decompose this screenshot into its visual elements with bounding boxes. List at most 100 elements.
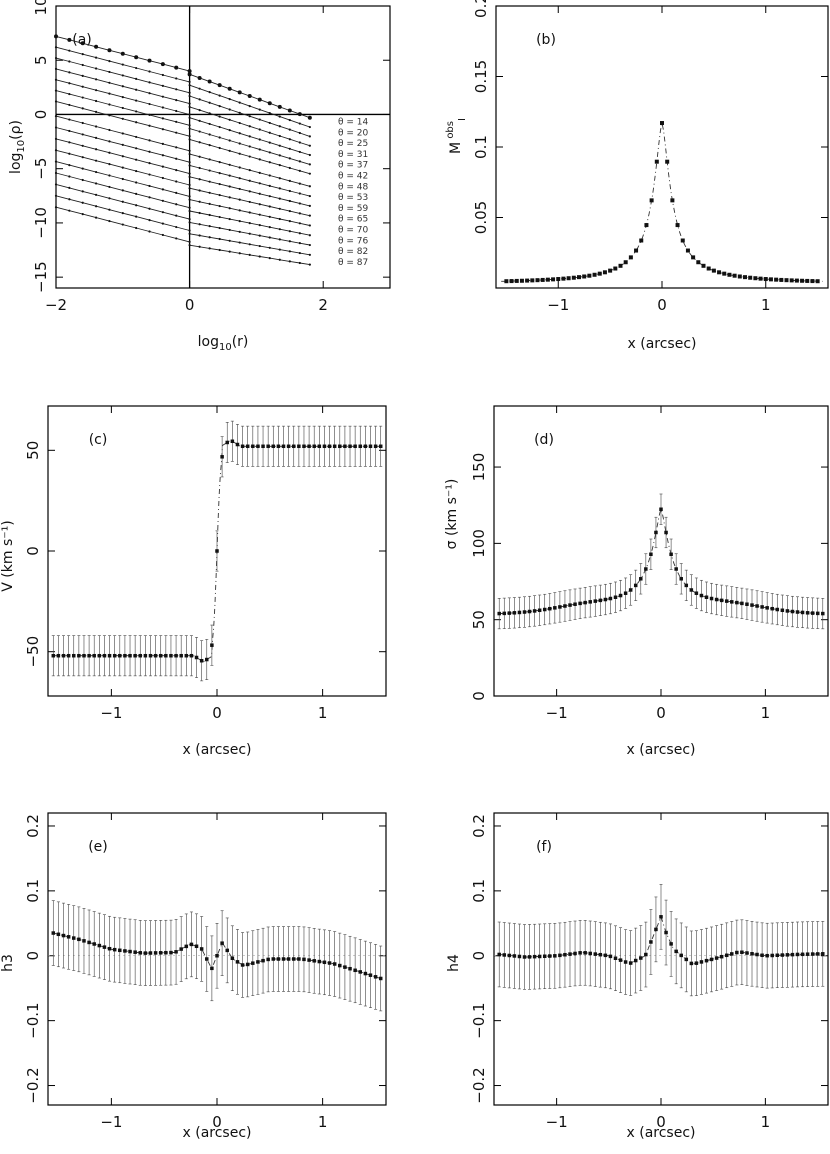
data-point (56, 932, 61, 937)
density-point (218, 226, 221, 230)
density-point (188, 244, 191, 247)
data-point (230, 956, 235, 960)
legend-theta: θ = 20 (338, 128, 368, 138)
data-point (674, 949, 678, 954)
data-point (779, 277, 784, 282)
density-point (108, 92, 111, 95)
data-point (740, 601, 744, 606)
data-point (740, 950, 744, 955)
data-point (514, 278, 519, 283)
density-point (227, 86, 232, 91)
data-point (194, 944, 199, 949)
x-tick-label: −1 (100, 704, 122, 722)
density-point (188, 209, 191, 213)
density-point (188, 91, 191, 94)
data-point (714, 956, 719, 960)
data-point (684, 583, 689, 588)
model-curve (499, 507, 823, 615)
data-point (327, 444, 332, 449)
data-point (730, 952, 734, 956)
data-point (199, 658, 204, 663)
density-point (268, 215, 271, 218)
density-point (237, 90, 242, 95)
density-point (308, 253, 311, 256)
data-point (215, 549, 219, 553)
density-point (298, 122, 301, 125)
density-point (228, 129, 231, 132)
data-point (502, 953, 507, 957)
data-point (719, 954, 724, 959)
density-point (94, 67, 98, 70)
density-point (218, 182, 221, 186)
density-point (258, 244, 261, 248)
data-point (714, 597, 719, 602)
data-point (780, 608, 785, 613)
data-point (794, 278, 799, 283)
density-point (148, 230, 151, 233)
y-tick-label: 0 (32, 110, 50, 120)
data-point (297, 957, 301, 961)
density-point (238, 121, 241, 125)
density-point (208, 101, 211, 104)
legend-theta: θ = 14 (338, 117, 368, 127)
data-point (790, 952, 795, 957)
density-point (175, 88, 178, 91)
density-point (258, 234, 261, 237)
density-point (121, 85, 124, 88)
density-point (94, 159, 98, 162)
density-point (218, 193, 221, 197)
data-point (56, 653, 61, 658)
density-point (188, 198, 191, 201)
y-tick-label: −5 (32, 158, 50, 180)
data-point (322, 960, 327, 965)
data-point (61, 653, 66, 658)
density-point (268, 111, 271, 115)
data-point (102, 653, 107, 658)
density-point (68, 92, 71, 96)
x-tick-label: 0 (212, 1113, 222, 1131)
data-point (699, 960, 704, 964)
density-point (208, 213, 211, 217)
density-point (108, 163, 111, 166)
y-tick-label: 0.1 (24, 879, 42, 903)
data-point (593, 952, 598, 956)
data-point (266, 957, 270, 962)
density-point (238, 241, 241, 244)
density-point (308, 214, 311, 217)
legend-theta: θ = 87 (338, 258, 368, 268)
density-point (188, 105, 191, 108)
density-point (68, 175, 71, 178)
y-tick-label: −0.2 (470, 1067, 488, 1103)
data-point (497, 952, 501, 957)
density-point (94, 148, 98, 151)
density-point (298, 261, 301, 265)
density-point (238, 101, 241, 104)
density-point (135, 204, 138, 207)
y-tick-label: 0.1 (472, 135, 490, 159)
data-point (566, 276, 571, 281)
density-point (258, 224, 261, 227)
panel-label: (a) (72, 32, 92, 48)
data-point (107, 946, 112, 951)
data-point (722, 271, 727, 276)
data-point (184, 944, 189, 949)
data-point (704, 595, 709, 599)
x-tick-label: 0 (656, 704, 666, 722)
density-point (198, 87, 201, 90)
density-point (208, 225, 211, 228)
density-point (308, 185, 311, 188)
data-point (770, 953, 774, 958)
density-point (258, 182, 261, 185)
panel-label: (b) (536, 32, 556, 48)
data-point (302, 957, 306, 962)
data-point (613, 956, 618, 960)
density-point (208, 91, 211, 94)
density-point (278, 187, 281, 190)
data-point (532, 954, 537, 959)
data-point (561, 276, 566, 281)
y-tick-label: −0.1 (24, 1002, 42, 1038)
density-point (258, 192, 261, 195)
data-point (691, 255, 696, 260)
data-point (148, 951, 153, 955)
data-point (558, 605, 562, 609)
